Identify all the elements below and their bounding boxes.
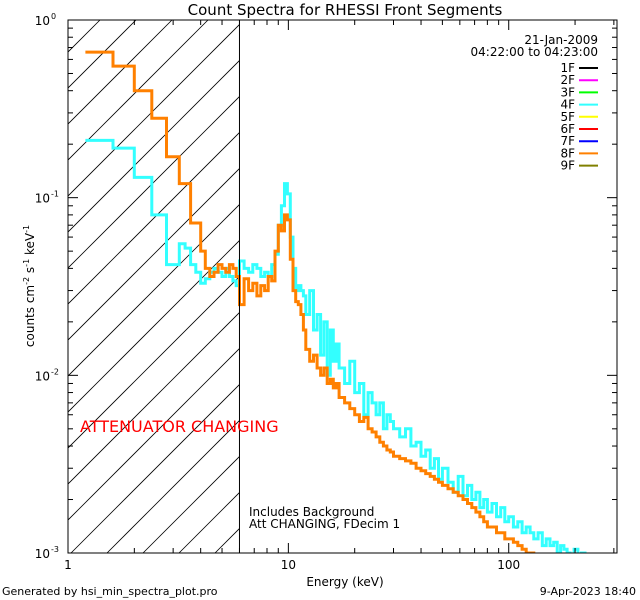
hatch-line bbox=[68, 95, 240, 269]
hatch-line bbox=[68, 59, 240, 233]
time-range-text: 04:22:00 to 04:23:00 bbox=[471, 45, 598, 59]
date-text: 21-Jan-2009 bbox=[524, 33, 598, 47]
y-label-base: counts cm bbox=[23, 285, 37, 347]
y-label-sup3: -1 bbox=[22, 225, 31, 233]
hatch-line bbox=[68, 239, 240, 413]
hatch-line bbox=[68, 167, 240, 341]
legend-label-8F: 8F bbox=[560, 146, 575, 160]
x-tick-label: 10 bbox=[281, 558, 296, 572]
hatch-line bbox=[68, 311, 240, 485]
legend-label-2F: 2F bbox=[560, 73, 575, 87]
y-tick-label: 10 bbox=[35, 14, 50, 28]
series-4F-line bbox=[85, 138, 587, 553]
hatch-line bbox=[68, 20, 173, 125]
note-attenuator-state: Att CHANGING, FDecim 1 bbox=[249, 517, 400, 531]
x-tick-label: 1 bbox=[64, 558, 72, 572]
hatch-line bbox=[68, 275, 240, 449]
y-tick-label-exponent: -2 bbox=[51, 367, 59, 376]
hatch-line bbox=[68, 347, 240, 521]
series-8F-line bbox=[85, 50, 536, 553]
series-group bbox=[85, 50, 587, 553]
y-tick-label-exponent: -1 bbox=[51, 190, 59, 199]
hatch-line bbox=[70, 383, 240, 553]
hatch-line bbox=[68, 203, 240, 377]
y-label-mid: s bbox=[23, 267, 37, 277]
hatch-line bbox=[68, 20, 209, 161]
y-tick-label-exponent: -3 bbox=[51, 545, 59, 554]
legend-label-5F: 5F bbox=[560, 110, 575, 124]
legend-label-4F: 4F bbox=[560, 98, 575, 112]
y-tick-label: 10 bbox=[35, 192, 50, 206]
hatch-line bbox=[68, 131, 240, 305]
x-tick-label: 100 bbox=[497, 558, 520, 572]
hatch-line bbox=[251, 20, 640, 553]
y-label-end: keV bbox=[23, 232, 37, 259]
plot-frame bbox=[67, 19, 618, 554]
y-axis-label: counts cm-2 s-1 keV-1 bbox=[22, 225, 37, 347]
y-tick-label-exponent: 0 bbox=[51, 12, 56, 21]
legend-label-7F: 7F bbox=[560, 134, 575, 148]
footer-timestamp: 9-Apr-2023 18:40 bbox=[540, 585, 636, 598]
attenuator-hatch-region bbox=[68, 20, 640, 553]
hatch-line bbox=[106, 419, 240, 553]
legend-label-1F: 1F bbox=[560, 61, 575, 75]
y-tick-label: 10 bbox=[35, 369, 50, 383]
chart-title: Count Spectra for RHESSI Front Segments bbox=[188, 1, 503, 19]
note-includes-background: Includes Background bbox=[249, 505, 374, 519]
x-axis-label: Energy (keV) bbox=[306, 575, 383, 589]
hatch-line bbox=[68, 23, 240, 197]
legend-label-9F: 9F bbox=[560, 159, 575, 173]
attenuator-label: ATTENUATOR CHANGING bbox=[80, 417, 279, 436]
legend-label-3F: 3F bbox=[560, 85, 575, 99]
y-label-sup2: -1 bbox=[22, 259, 31, 267]
hatch-line bbox=[142, 455, 240, 553]
y-tick-label: 10 bbox=[35, 547, 50, 561]
footer-generated-by: Generated by hsi_min_spectra_plot.pro bbox=[2, 585, 218, 598]
y-label-sup1: -2 bbox=[22, 277, 31, 285]
legend-label-6F: 6F bbox=[560, 122, 575, 136]
